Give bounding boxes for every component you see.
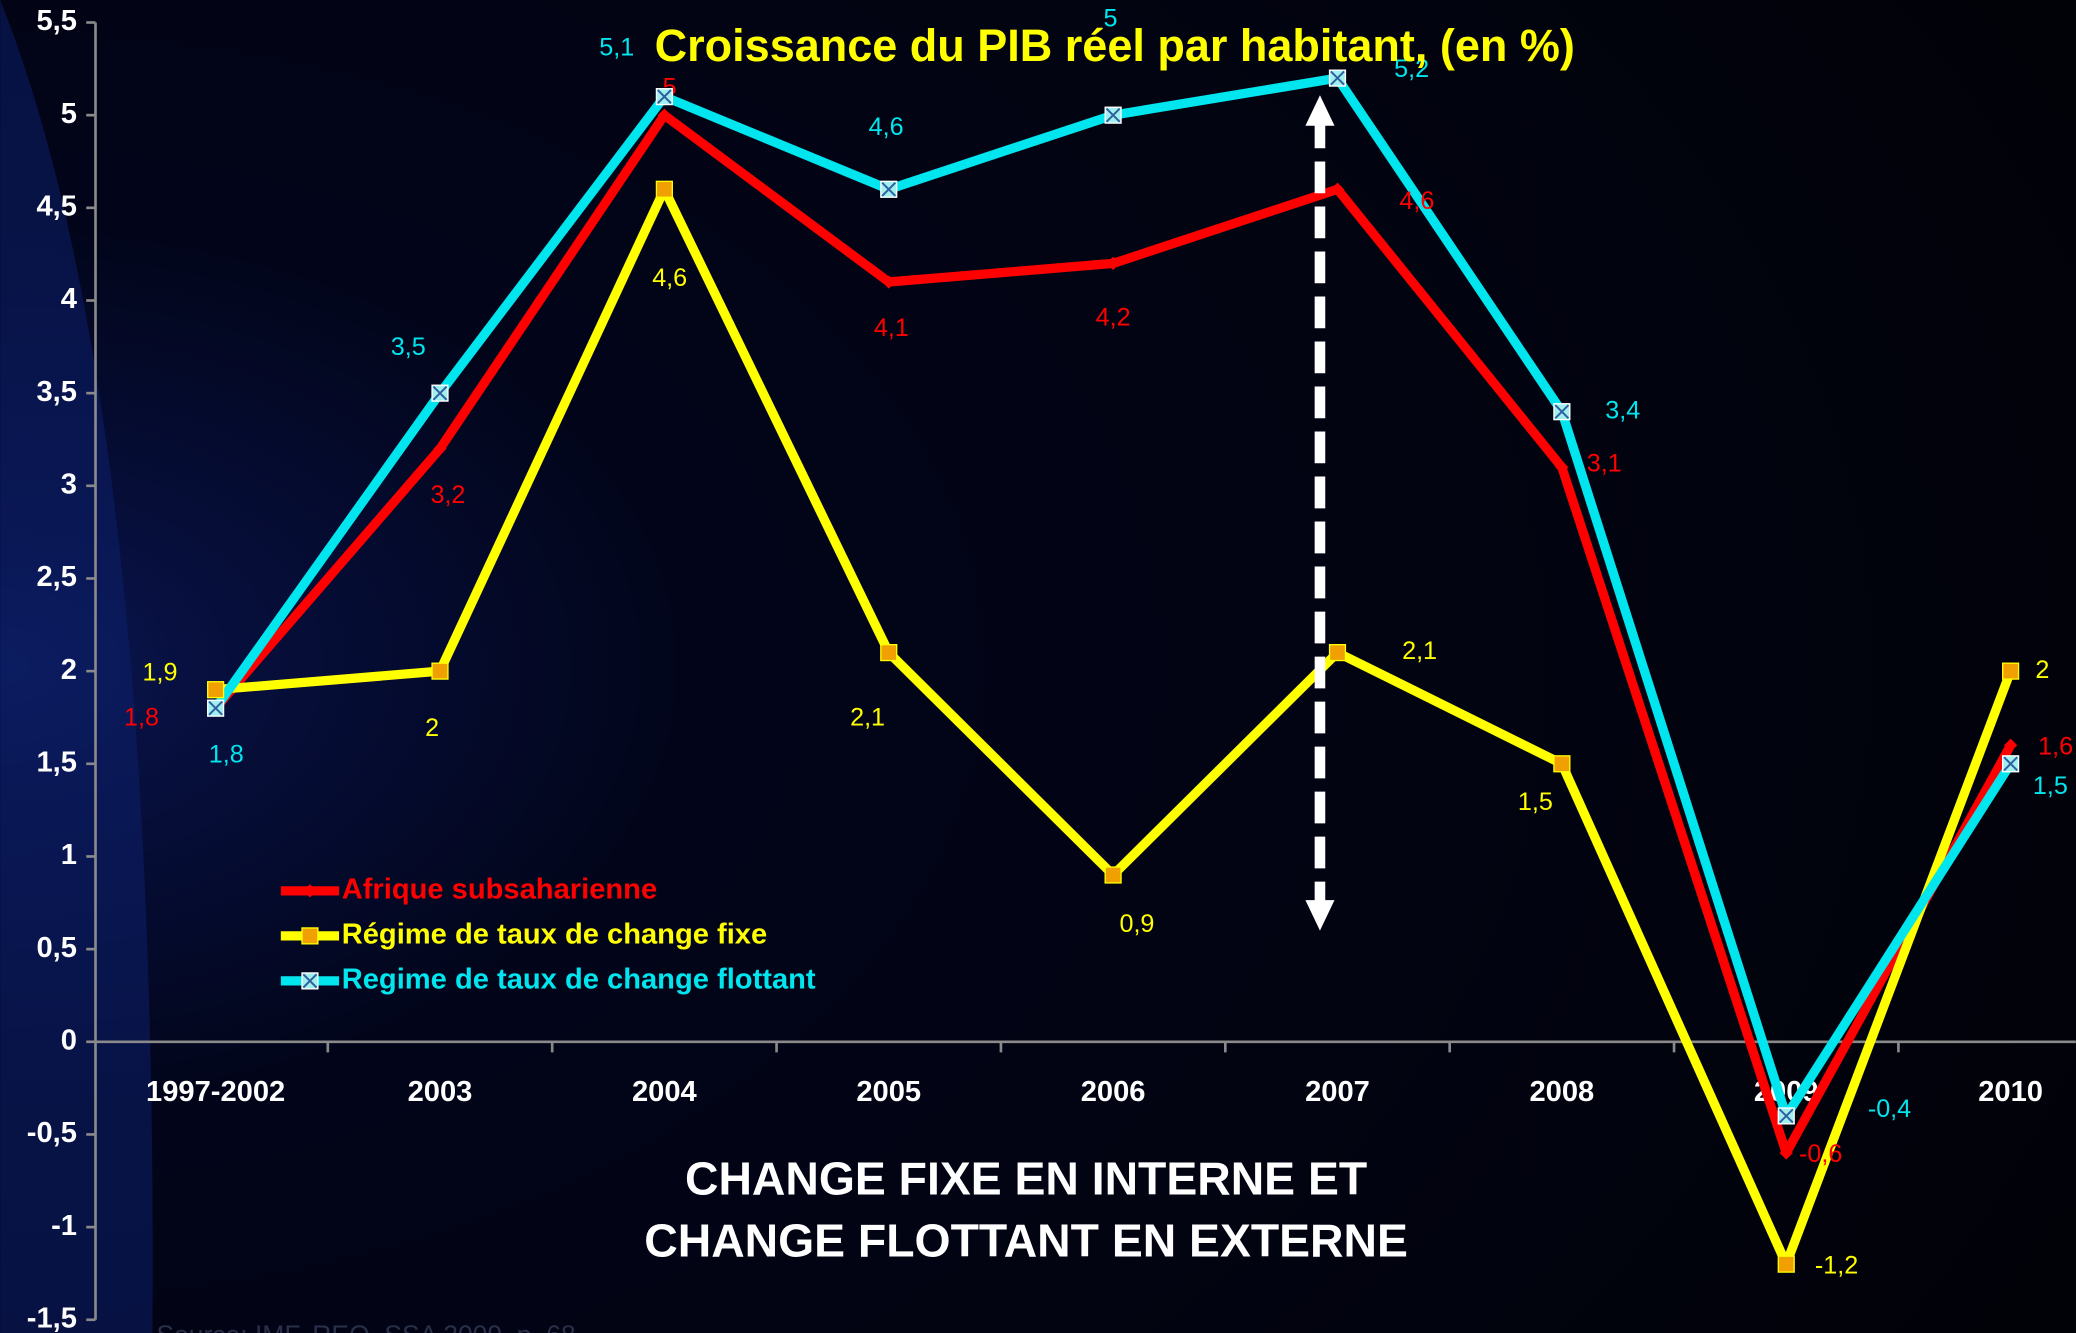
marker xyxy=(1328,643,1347,662)
legend-label: Afrique subsaharienne xyxy=(342,874,657,906)
annotation: CHANGE FLOTTANT EN EXTERNE xyxy=(644,1215,1408,1267)
y-tick-label: 5,5 xyxy=(37,5,77,37)
data-label: 5,2 xyxy=(1394,55,1429,83)
marker xyxy=(1777,1255,1795,1273)
data-label: -0,4 xyxy=(1868,1095,1911,1123)
data-label: 3,5 xyxy=(391,333,426,361)
y-tick-label: 0 xyxy=(61,1024,77,1056)
marker-cross xyxy=(432,385,448,401)
legend-label: Régime de taux de change fixe xyxy=(342,919,767,951)
dashed-arrow xyxy=(1305,95,1335,931)
marker-cross xyxy=(302,973,318,989)
marker xyxy=(1330,182,1345,196)
data-label: 1,8 xyxy=(124,703,159,731)
marker xyxy=(1553,755,1571,773)
data-label: 3,4 xyxy=(1605,396,1640,424)
y-tick-label: 3,5 xyxy=(37,376,77,408)
data-label: 3,2 xyxy=(430,481,465,509)
marker-cross xyxy=(657,89,672,104)
y-tick-label: 4,5 xyxy=(37,191,77,223)
marker-cross xyxy=(1330,70,1345,86)
marker-cross xyxy=(1554,404,1570,420)
data-label: 2,1 xyxy=(1402,637,1437,665)
y-tick-label: -1 xyxy=(51,1210,77,1242)
data-label: 2 xyxy=(2035,656,2049,684)
y-tick-label: -0,5 xyxy=(27,1117,77,1149)
marker-cross xyxy=(1105,107,1121,123)
data-label: -0,6 xyxy=(1799,1140,1842,1168)
data-label: 4,2 xyxy=(1096,304,1131,332)
marker xyxy=(2003,738,2018,752)
y-tick-label: 4 xyxy=(61,283,78,315)
x-tick-label: 2003 xyxy=(408,1076,473,1108)
marker xyxy=(301,927,319,945)
marker xyxy=(655,180,673,198)
data-label: 3,1 xyxy=(1587,449,1622,477)
marker-cross xyxy=(2003,756,2018,772)
marker-cross xyxy=(881,181,897,197)
y-tick-label: 1,5 xyxy=(37,746,77,778)
data-label: 4,6 xyxy=(652,264,687,292)
y-tick-label: 0,5 xyxy=(37,932,77,964)
data-label: 1,8 xyxy=(209,740,244,768)
x-tick-label: 2010 xyxy=(1978,1076,2043,1108)
data-label: 1,6 xyxy=(2038,733,2073,761)
data-label: 0,9 xyxy=(1119,910,1154,938)
data-label: 1,5 xyxy=(1518,788,1553,816)
y-tick-label: -1,5 xyxy=(27,1302,77,1333)
data-label: 2,1 xyxy=(850,703,885,731)
legend-label: Regime de taux de change flottant xyxy=(342,964,816,996)
x-tick-label: 2008 xyxy=(1529,1076,1594,1108)
background-swoosh xyxy=(0,0,153,1333)
marker-cross xyxy=(208,700,223,716)
data-label: 1,5 xyxy=(2033,772,2068,800)
data-label: 5,1 xyxy=(599,34,634,62)
y-tick-label: 1 xyxy=(61,839,77,871)
x-tick-label: 2005 xyxy=(856,1076,921,1108)
y-tick-label: 3 xyxy=(61,468,77,500)
x-tick-label: 2007 xyxy=(1305,1076,1370,1108)
data-label: 1,9 xyxy=(143,658,178,686)
y-tick-label: 2 xyxy=(61,654,77,686)
data-label: 2 xyxy=(425,714,439,742)
marker xyxy=(1104,866,1122,884)
x-tick-label: 2004 xyxy=(632,1076,698,1108)
marker xyxy=(1779,1146,1793,1160)
marker xyxy=(207,681,225,699)
y-tick-label: 2,5 xyxy=(37,561,77,593)
legend-item: Régime de taux de change fixe xyxy=(280,919,767,951)
marker xyxy=(2002,662,2020,680)
data-label: 4,1 xyxy=(874,314,909,342)
marker xyxy=(880,643,898,662)
marker xyxy=(433,442,447,456)
marker-cross xyxy=(1778,1108,1794,1124)
data-label: -1,2 xyxy=(1815,1251,1858,1279)
data-label: 4,6 xyxy=(869,113,904,141)
x-tick-label: 1997-2002 xyxy=(146,1076,285,1108)
chart-title: Croissance du PIB réel par habitant, (en… xyxy=(655,20,1575,71)
marker xyxy=(431,662,449,680)
data-label: 4,6 xyxy=(1399,187,1434,215)
annotation: CHANGE FIXE EN INTERNE ET xyxy=(685,1152,1367,1204)
x-tick-label: 2006 xyxy=(1081,1076,1146,1108)
source: Source: IMF, REO, SSA 2009, p. 68 xyxy=(156,1320,575,1333)
y-tick-label: 5 xyxy=(61,98,77,130)
legend-item: Afrique subsaharienne xyxy=(280,874,657,906)
marker xyxy=(1555,460,1569,474)
data-label: 5 xyxy=(1103,4,1117,32)
legend-item: Regime de taux de change flottant xyxy=(280,964,816,996)
